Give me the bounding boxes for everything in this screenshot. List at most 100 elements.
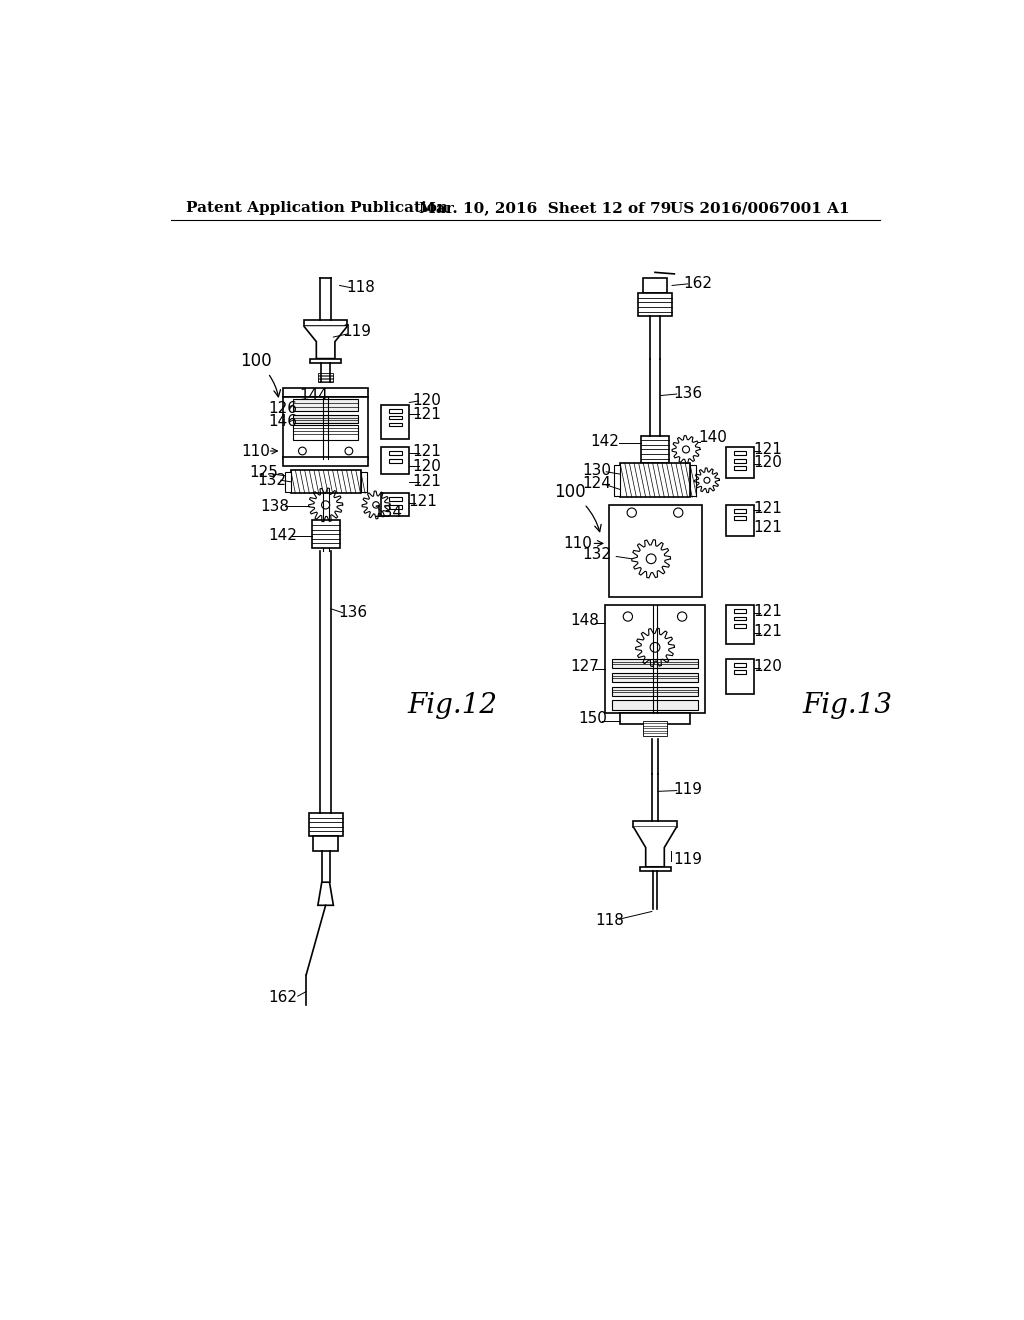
Text: 121: 121: [412, 444, 440, 458]
Text: 138: 138: [261, 499, 290, 513]
Circle shape: [624, 612, 633, 622]
Bar: [310, 359, 341, 363]
Text: 148: 148: [570, 612, 600, 628]
Bar: [734, 624, 746, 628]
Bar: [360, 471, 367, 492]
Text: Fig.13: Fig.13: [802, 692, 892, 718]
Bar: [734, 508, 746, 512]
Circle shape: [678, 612, 687, 622]
Text: 162: 162: [268, 990, 298, 1006]
Text: 119: 119: [342, 325, 371, 339]
Bar: [734, 516, 746, 520]
Text: 136: 136: [673, 385, 702, 401]
Circle shape: [674, 508, 683, 517]
Text: 120: 120: [412, 393, 440, 408]
Bar: [291, 470, 360, 494]
Bar: [734, 663, 746, 667]
Bar: [283, 457, 369, 466]
Text: 100: 100: [241, 352, 281, 397]
Text: 120: 120: [753, 455, 781, 470]
Bar: [638, 293, 672, 317]
Text: 121: 121: [753, 624, 781, 639]
Text: Patent Application Publication: Patent Application Publication: [186, 202, 449, 215]
Text: Fig.12: Fig.12: [407, 692, 497, 718]
Bar: [643, 277, 668, 293]
Bar: [621, 463, 690, 498]
Bar: [614, 465, 621, 496]
Text: 150: 150: [579, 711, 607, 726]
Text: 146: 146: [268, 414, 298, 429]
Text: 119: 119: [673, 851, 702, 867]
Bar: [734, 616, 746, 620]
Text: 124: 124: [583, 475, 611, 491]
Text: 118: 118: [596, 913, 625, 928]
Bar: [734, 671, 746, 675]
Text: 110: 110: [563, 536, 592, 550]
Bar: [293, 425, 358, 441]
Bar: [308, 813, 343, 836]
Bar: [389, 459, 401, 462]
Bar: [643, 721, 667, 737]
Bar: [641, 436, 669, 463]
Text: 121: 121: [412, 474, 440, 490]
Bar: [293, 400, 358, 411]
Text: 121: 121: [753, 502, 781, 516]
Bar: [304, 321, 347, 326]
Bar: [612, 701, 697, 710]
Bar: [608, 506, 701, 598]
Bar: [621, 713, 690, 723]
Bar: [285, 471, 291, 492]
Text: US 2016/0067001 A1: US 2016/0067001 A1: [671, 202, 850, 215]
Circle shape: [345, 447, 352, 455]
Bar: [726, 506, 755, 536]
Bar: [313, 836, 338, 851]
Bar: [381, 447, 410, 474]
Circle shape: [627, 508, 636, 517]
Text: 121: 121: [753, 442, 781, 457]
Bar: [389, 451, 401, 455]
Bar: [389, 409, 401, 412]
Text: 142: 142: [590, 434, 620, 449]
Text: 110: 110: [242, 444, 270, 458]
Bar: [734, 451, 746, 455]
Bar: [734, 609, 746, 612]
Text: 118: 118: [346, 280, 375, 296]
Text: 132: 132: [583, 548, 611, 562]
Bar: [293, 414, 358, 422]
Text: 100: 100: [554, 483, 601, 532]
Text: 136: 136: [338, 605, 368, 620]
Bar: [389, 504, 401, 508]
Text: 144: 144: [300, 388, 329, 403]
Text: 121: 121: [412, 407, 440, 421]
Text: 142: 142: [268, 528, 297, 544]
Text: 121: 121: [408, 494, 437, 508]
Bar: [612, 673, 697, 682]
Circle shape: [299, 447, 306, 455]
Text: 120: 120: [753, 659, 781, 675]
Text: 162: 162: [683, 276, 712, 290]
Bar: [726, 605, 755, 644]
Bar: [311, 520, 340, 548]
Text: 121: 121: [753, 603, 781, 619]
Text: Mar. 10, 2016  Sheet 12 of 79: Mar. 10, 2016 Sheet 12 of 79: [419, 202, 671, 215]
Bar: [283, 397, 369, 459]
Bar: [640, 867, 671, 871]
Text: 125: 125: [249, 465, 279, 480]
Bar: [389, 498, 401, 502]
Bar: [734, 466, 746, 470]
Text: 127: 127: [570, 659, 600, 675]
Text: 130: 130: [583, 463, 611, 478]
Bar: [389, 416, 401, 420]
Bar: [317, 374, 334, 383]
Bar: [726, 447, 755, 478]
Polygon shape: [633, 826, 677, 867]
Bar: [734, 459, 746, 462]
Text: 121: 121: [753, 520, 781, 536]
Polygon shape: [304, 326, 347, 359]
Bar: [381, 405, 410, 440]
Bar: [381, 494, 410, 516]
Bar: [612, 659, 697, 668]
Polygon shape: [317, 882, 334, 906]
Text: 134: 134: [373, 506, 402, 520]
Text: 126: 126: [268, 401, 298, 416]
